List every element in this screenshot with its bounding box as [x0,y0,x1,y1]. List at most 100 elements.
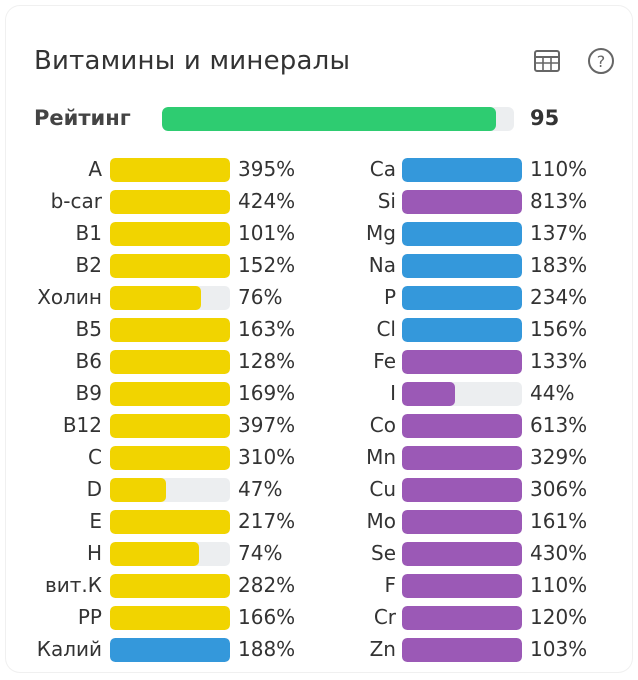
nutrient-bar [110,318,230,342]
nutrient-name: вит.К [45,573,102,597]
nutrient-bar-fill [402,190,522,214]
nutrient-bar-fill [110,286,202,310]
nutrient-bar-fill [402,510,522,534]
nutrient-name: B12 [62,413,102,437]
nutrient-percent: 397% [238,413,296,437]
nutrient-bar-fill [402,382,455,406]
nutrient-percent: 217% [238,509,296,533]
nutrient-percent: 44% [530,381,575,405]
nutrient-bar-fill [402,478,522,502]
nutrient-bar [402,446,522,470]
nutrient-name: Na [368,253,396,277]
nutrient-bar-fill [110,574,230,598]
nutrient-name: PP [77,605,102,629]
nutrient-bar [110,478,230,502]
nutrient-bar [402,318,522,342]
nutrient-name: B9 [75,381,102,405]
nutrient-percent: 163% [238,317,296,341]
nutrient-percent: 188% [238,637,296,661]
nutrient-bar-fill [110,254,230,278]
nutrient-bar [402,350,522,374]
nutrient-name: Mn [366,445,396,469]
nutrient-bar [402,638,522,662]
nutrient-bar-fill [110,350,230,374]
nutrient-bar [402,606,522,630]
nutrient-percent: 329% [530,445,588,469]
nutrient-bar [402,542,522,566]
nutrient-percent: 306% [530,477,588,501]
nutrient-bar-fill [110,542,199,566]
nutrient-percent: 133% [530,349,588,373]
nutrient-name: B1 [75,221,102,245]
nutrient-percent: 128% [238,349,296,373]
nutrient-bar-fill [402,414,522,438]
nutrient-bar [110,510,230,534]
nutrient-bar-fill [402,254,522,278]
nutrient-percent: 234% [530,285,588,309]
nutrient-name: Калий [36,637,102,661]
nutrient-bar [110,222,230,246]
nutrient-bar-fill [110,222,230,246]
nutrient-name: D [86,477,102,501]
nutrient-bar-fill [402,158,522,182]
nutrient-bar-fill [402,542,522,566]
nutrient-percent: 110% [530,157,588,181]
nutrient-name: F [384,573,396,597]
nutrient-name: H [86,541,102,565]
nutrient-name: Se [371,541,396,565]
nutrient-bar-fill [110,190,230,214]
nutrient-name: Cu [369,477,396,501]
nutrient-bar [402,286,522,310]
nutrient-name: Mg [366,221,396,245]
nutrient-percent: 183% [530,253,588,277]
nutrient-bar [402,510,522,534]
nutrient-bar [110,446,230,470]
nutrient-percent: 169% [238,381,296,405]
nutrient-bar [110,350,230,374]
nutrient-bar [110,606,230,630]
nutrient-bar [402,190,522,214]
nutrient-bar [402,158,522,182]
nutrient-percent: 282% [238,573,296,597]
nutrient-bar-fill [110,510,230,534]
nutrient-bar [110,158,230,182]
nutrient-bar-fill [402,606,522,630]
nutrient-bar-fill [402,286,522,310]
page-title: Витамины и минералы [34,46,351,76]
help-button[interactable]: ? [586,46,616,76]
nutrient-bar-fill [110,318,230,342]
nutrient-name: Mo [366,509,397,533]
rating-label: Рейтинг [34,106,131,130]
nutrient-percent: 166% [238,605,296,629]
rating-value: 95 [530,106,560,130]
nutrient-bar [402,254,522,278]
nutrient-percent: 395% [238,157,296,181]
nutrient-bar [402,222,522,246]
nutrient-percent: 613% [530,413,588,437]
nutrient-bar-fill [110,382,230,406]
nutrient-name: B6 [75,349,102,373]
nutrient-bar [110,638,230,662]
nutrients-card: Витамины и минералы ? Рейтинг 95 A 395% b-… [6,6,632,672]
nutrient-bar-fill [402,638,522,662]
nutrient-bar-fill [402,350,522,374]
nutrient-name: A [88,157,102,181]
nutrient-percent: 430% [530,541,588,565]
nutrient-bar-fill [402,446,522,470]
nutrient-name: Zn [369,637,396,661]
nutrient-bar [110,254,230,278]
nutrient-bar [110,286,230,310]
nutrient-bar-fill [110,478,167,502]
nutrient-name: E [89,509,102,533]
nutrient-name: Cr [373,605,396,629]
rating-bar [162,107,514,131]
nutrient-name: b-car [50,189,102,213]
nutrient-bar-fill [402,222,522,246]
nutrient-percent: 424% [238,189,296,213]
nutrient-percent: 310% [238,445,296,469]
nutrient-bar [402,414,522,438]
nutrient-bar-fill [110,158,230,182]
nutrient-name: Si [377,189,396,213]
nutrient-percent: 103% [530,637,588,661]
table-view-button[interactable] [532,46,562,76]
